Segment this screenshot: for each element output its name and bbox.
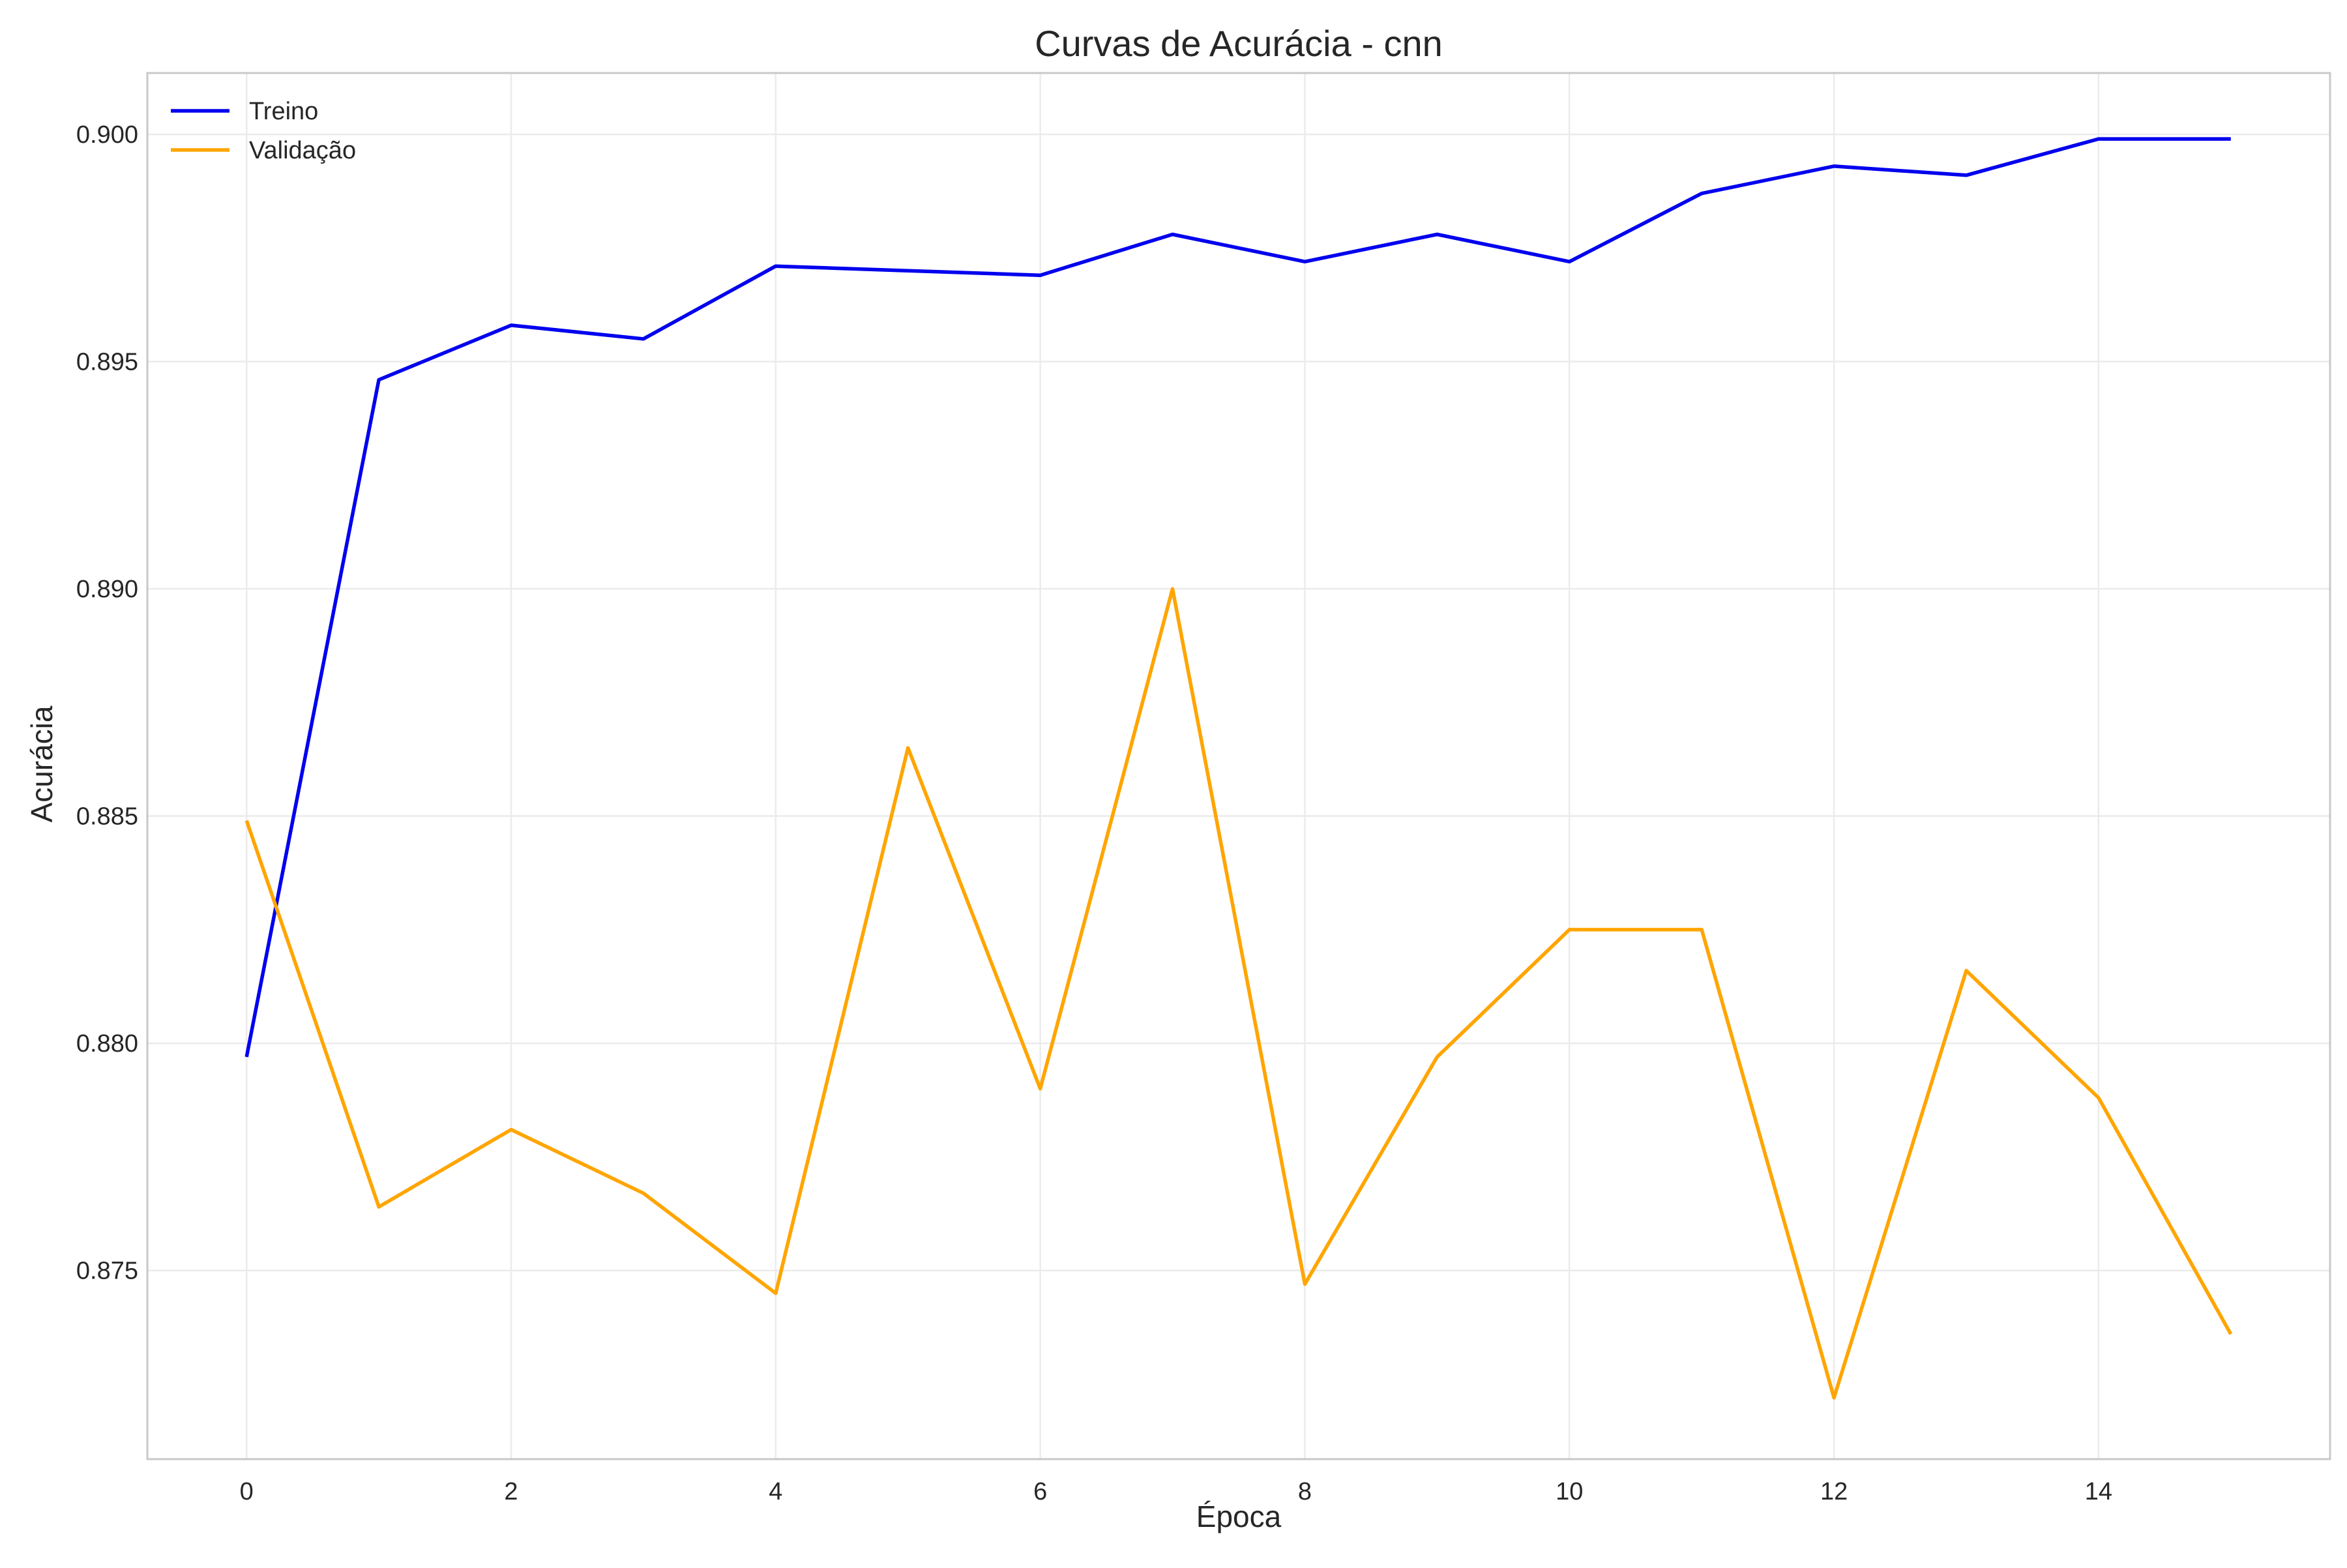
x-tick-label: 4 bbox=[769, 1478, 782, 1505]
x-tick-label: 2 bbox=[504, 1478, 518, 1505]
y-tick-label: 0.900 bbox=[76, 121, 138, 149]
x-tick-label: 14 bbox=[2085, 1478, 2112, 1505]
y-tick-label: 0.890 bbox=[76, 576, 138, 603]
x-axis-ticks: 0 2 4 6 8 10 12 14 bbox=[240, 1478, 2112, 1505]
legend-label: Treino bbox=[249, 98, 318, 125]
y-tick-label: 0.880 bbox=[76, 1030, 138, 1058]
x-axis-label: Época bbox=[1196, 1500, 1282, 1533]
y-axis-label: Acurácia bbox=[25, 705, 59, 822]
y-tick-label: 0.895 bbox=[76, 349, 138, 376]
series-line-validation bbox=[244, 587, 2233, 1400]
plot-frame bbox=[146, 72, 2331, 1460]
grid-lines bbox=[147, 73, 2330, 1459]
x-tick-label: 10 bbox=[1556, 1478, 1583, 1505]
y-tick-label: 0.875 bbox=[76, 1258, 138, 1285]
chart-title: Curvas de Acurácia - cnn bbox=[1035, 23, 1443, 64]
legend-label: Validação bbox=[249, 137, 356, 164]
y-axis-ticks: 0.875 0.880 0.885 0.890 0.895 0.900 bbox=[76, 121, 138, 1285]
x-tick-label: 6 bbox=[1033, 1478, 1047, 1505]
series-line-train bbox=[244, 137, 2231, 1058]
x-tick-label: 8 bbox=[1298, 1478, 1312, 1505]
y-tick-label: 0.885 bbox=[76, 803, 138, 831]
legend: Treino Validação bbox=[171, 98, 356, 164]
x-tick-label: 12 bbox=[1820, 1478, 1848, 1505]
x-tick-label: 0 bbox=[240, 1478, 254, 1505]
series-lines bbox=[244, 137, 2233, 1400]
